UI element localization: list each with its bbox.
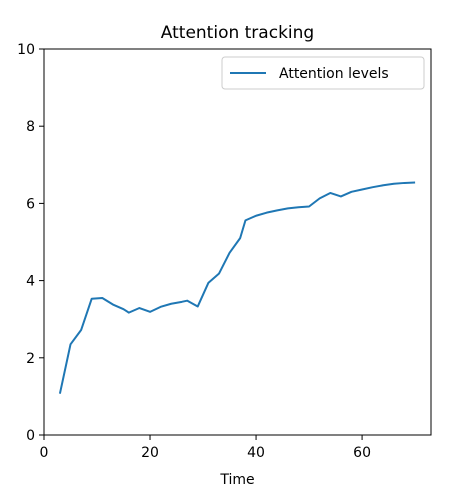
chart-title: Attention tracking — [161, 23, 314, 43]
y-tick-label: 2 — [26, 351, 35, 367]
y-tick-label: 0 — [26, 428, 35, 444]
legend: Attention levels — [221, 56, 425, 90]
x-tick-label: 0 — [40, 445, 49, 461]
plot-frame — [43, 48, 432, 436]
y-tick-label: 6 — [26, 196, 35, 212]
series-layer — [58, 181, 416, 394]
x-axis-title: Time — [219, 472, 254, 488]
x-tick-label: 60 — [353, 445, 371, 461]
y-tick-label: 4 — [26, 274, 35, 290]
y-axis: 0 2 4 6 8 10 — [17, 42, 44, 444]
y-tick-label: 8 — [26, 119, 35, 135]
x-axis: 0 20 40 60 — [40, 435, 371, 461]
legend-label: Attention levels — [279, 66, 389, 82]
x-tick-label: 40 — [247, 445, 265, 461]
legend-box — [221, 56, 425, 90]
x-tick-label: 20 — [141, 445, 159, 461]
y-tick-label: 10 — [17, 42, 35, 58]
series-line-attention-levels — [58, 181, 416, 394]
